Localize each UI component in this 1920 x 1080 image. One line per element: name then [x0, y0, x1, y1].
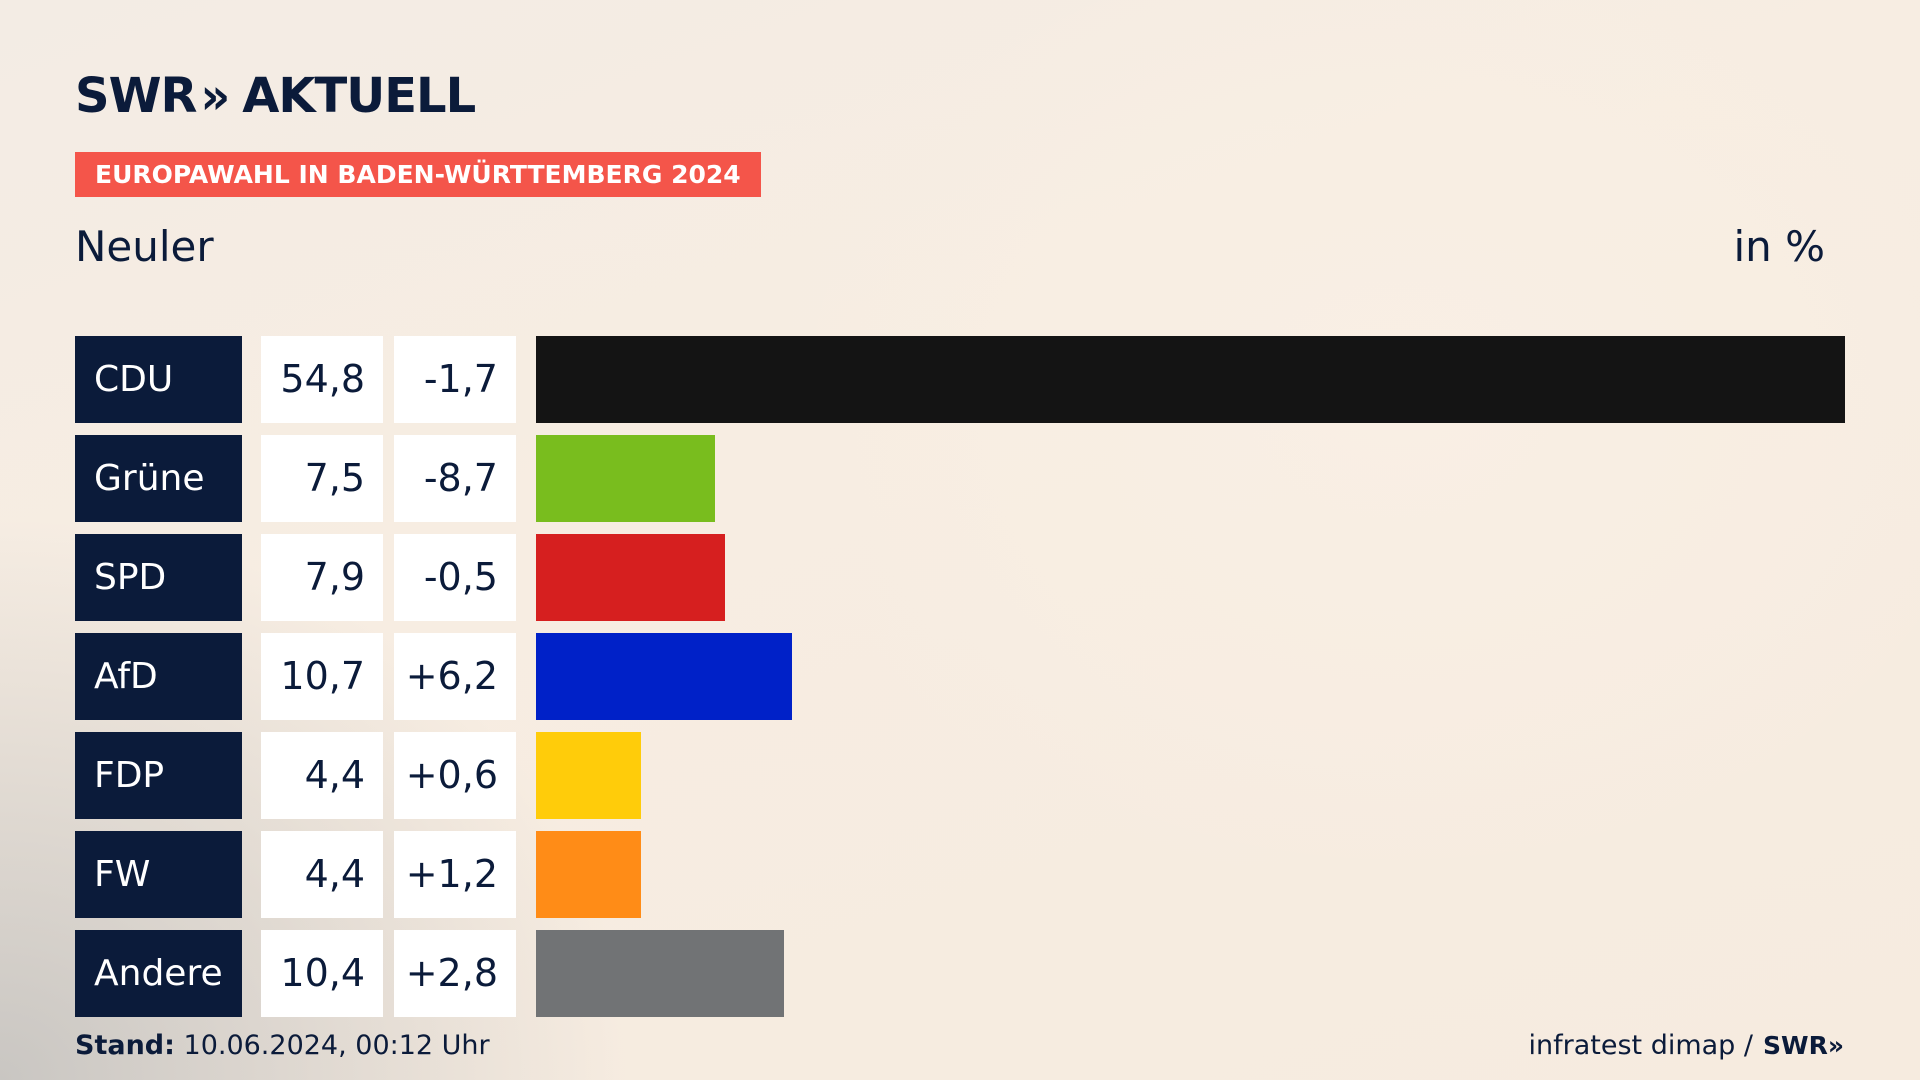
result-bar	[536, 534, 725, 621]
logo-chevron-icon: »	[200, 66, 229, 126]
stand-label: Stand:	[75, 1030, 175, 1061]
result-bar	[536, 633, 792, 720]
source-text: infratest dimap /	[1528, 1030, 1754, 1061]
party-label: AfD	[75, 633, 242, 720]
vote-share-value: 4,4	[261, 732, 383, 819]
vote-change-value: +0,6	[394, 732, 516, 819]
swr-aktuell-logo: SWR » AKTUELL	[75, 66, 476, 126]
vote-share-value: 10,4	[261, 930, 383, 1017]
result-bar	[536, 336, 1845, 423]
vote-change-value: +6,2	[394, 633, 516, 720]
vote-change-value: +1,2	[394, 831, 516, 918]
party-label: SPD	[75, 534, 242, 621]
election-badge: EUROPAWAHL IN BADEN-WÜRTTEMBERG 2024	[75, 152, 761, 197]
result-bar	[536, 831, 641, 918]
vote-change-value: -1,7	[394, 336, 516, 423]
vote-share-value: 10,7	[261, 633, 383, 720]
party-label: Andere	[75, 930, 242, 1017]
unit-label: in %	[1733, 222, 1825, 271]
stand-value: 10.06.2024, 00:12 Uhr	[183, 1030, 490, 1061]
vote-share-value: 7,9	[261, 534, 383, 621]
result-bar	[536, 930, 784, 1017]
region-title: Neuler	[75, 222, 214, 271]
logo-swr: SWR	[75, 68, 197, 124]
party-label: FW	[75, 831, 242, 918]
result-bar	[536, 732, 641, 819]
party-label: CDU	[75, 336, 242, 423]
party-label: Grüne	[75, 435, 242, 522]
vote-share-value: 54,8	[261, 336, 383, 423]
vote-change-value: +2,8	[394, 930, 516, 1017]
timestamp: Stand: 10.06.2024, 00:12 Uhr	[75, 1030, 490, 1061]
swr-small-logo: SWR»	[1763, 1031, 1844, 1060]
source-credit: infratest dimap / SWR»	[1529, 1030, 1845, 1061]
vote-share-value: 7,5	[261, 435, 383, 522]
party-label: FDP	[75, 732, 242, 819]
result-bar	[536, 435, 715, 522]
logo-aktuell: AKTUELL	[242, 68, 476, 124]
vote-share-value: 4,4	[261, 831, 383, 918]
vote-change-value: -0,5	[394, 534, 516, 621]
vote-change-value: -8,7	[394, 435, 516, 522]
